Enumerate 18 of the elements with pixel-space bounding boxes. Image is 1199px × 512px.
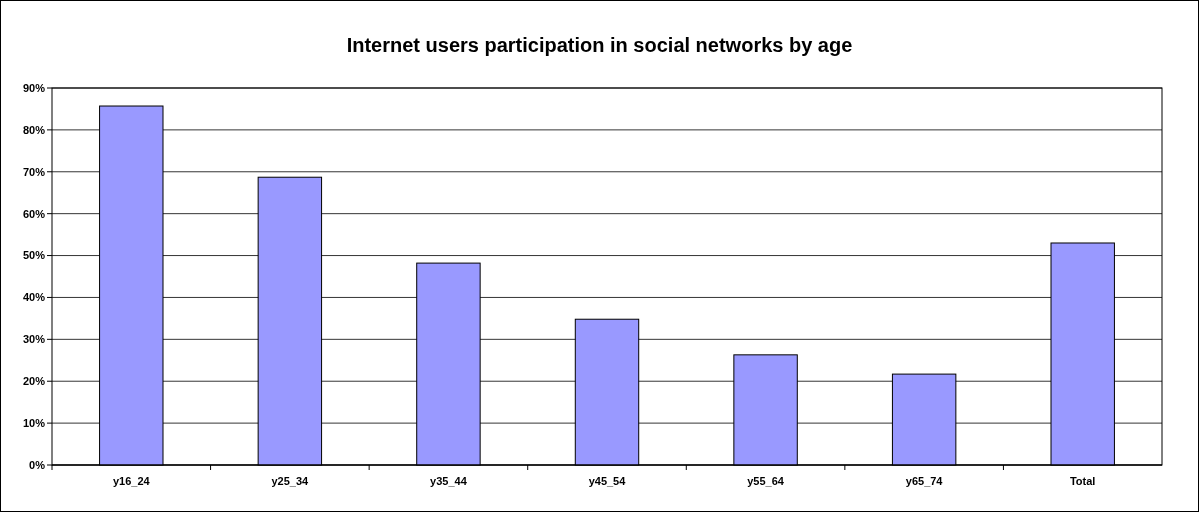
chart-title: Internet users participation in social networks by age (346, 34, 853, 56)
y-tick-label: 90% (22, 81, 46, 94)
x-tick-label: y16_24 (112, 475, 151, 487)
y-tick-label: 10% (22, 416, 46, 429)
y-tick-label: 50% (22, 249, 46, 262)
y-tick-label: 70% (22, 165, 46, 178)
y-tick-label: 0% (29, 458, 46, 471)
x-tick-label: Total (1069, 475, 1096, 487)
y-tick-label: 20% (22, 375, 46, 388)
x-tick-label: y45_54 (588, 475, 627, 487)
y-tick-label: 60% (22, 207, 46, 220)
y-tick-label: 40% (22, 291, 46, 304)
x-tick-label: y25_34 (271, 475, 310, 487)
x-tick-label: y55_64 (747, 475, 785, 487)
x-tick-label: y35_44 (430, 475, 468, 487)
y-tick-label: 30% (22, 333, 46, 346)
y-tick-label: 80% (22, 123, 46, 136)
x-tick-label: y65_74 (905, 475, 944, 487)
